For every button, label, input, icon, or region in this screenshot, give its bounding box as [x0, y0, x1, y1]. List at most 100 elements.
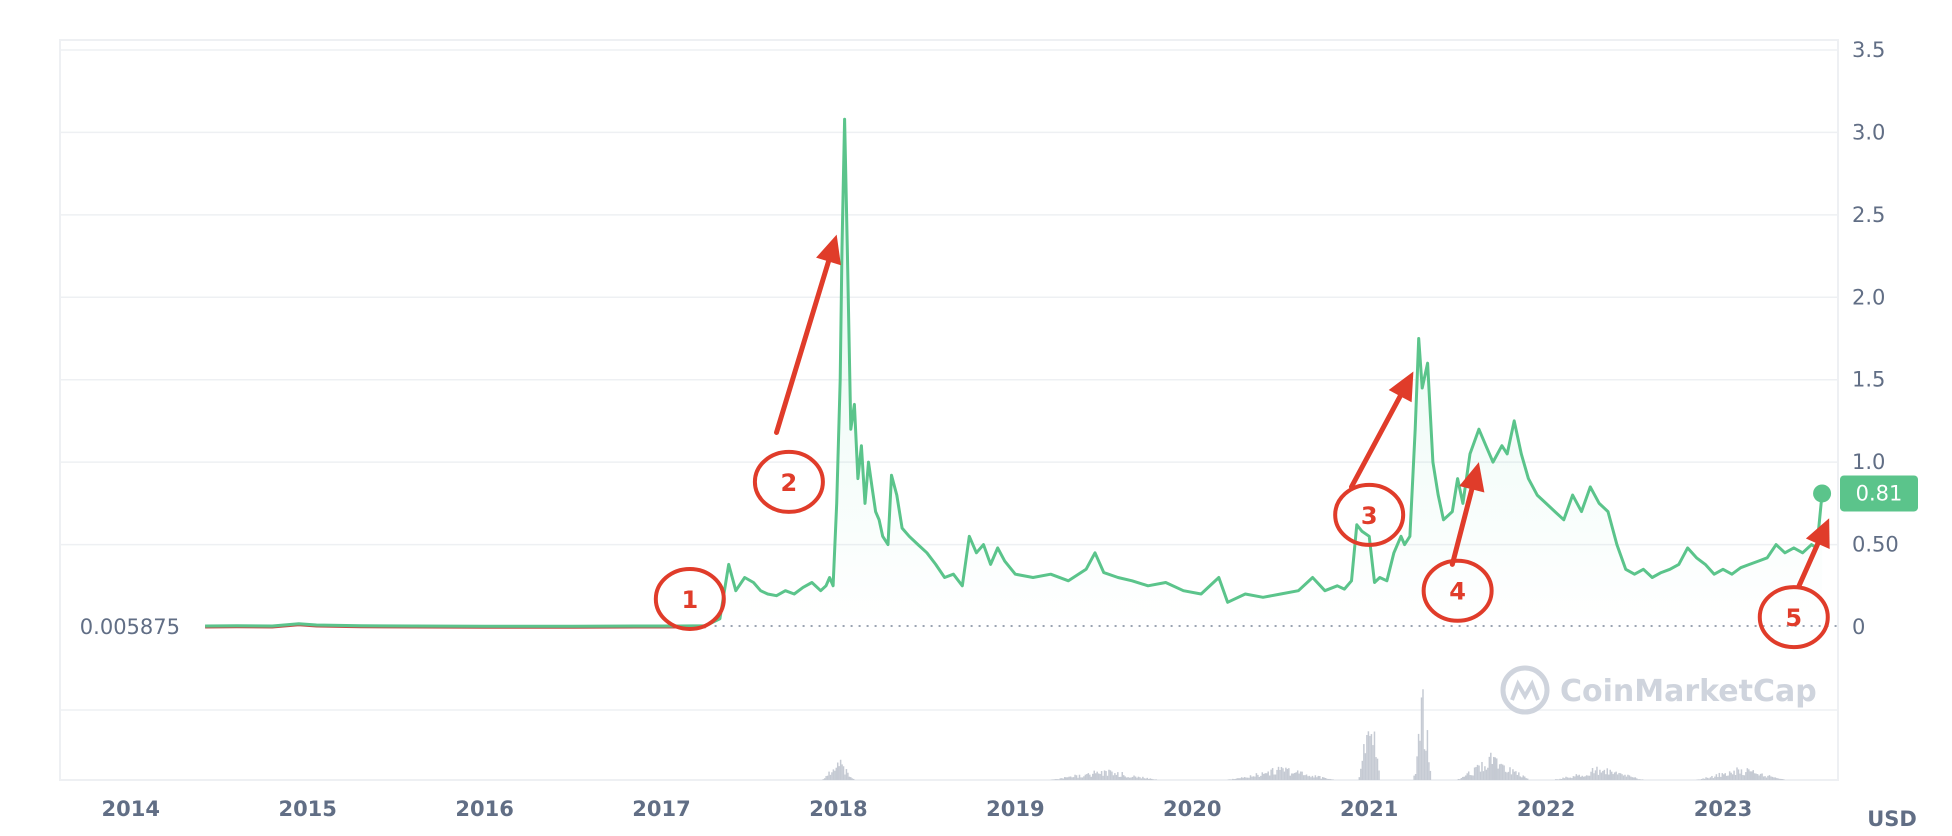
volume-bar	[1065, 777, 1067, 780]
volume-bar	[1419, 740, 1421, 780]
volume-bar	[1473, 767, 1476, 780]
y-axis-ticks: 0 0.50 1.0 1.5 2.0 2.5 3.0 3.5	[1852, 38, 1899, 639]
volume-bar	[1781, 779, 1784, 780]
annotation-label: 1	[681, 586, 698, 614]
volume-bar	[1239, 778, 1241, 780]
volume-bar	[1292, 773, 1295, 780]
volume-bar	[1568, 777, 1570, 780]
volume-bar	[1248, 777, 1250, 780]
volume-bar	[1378, 770, 1380, 780]
volume-bar	[1571, 778, 1573, 780]
volume-bar	[1370, 734, 1373, 780]
grid-lines	[60, 49, 1838, 711]
volume-bar	[1143, 778, 1146, 780]
annotation-arrow	[774, 258, 832, 435]
volume-bar	[1420, 697, 1423, 780]
volume-bar	[1314, 775, 1317, 780]
volume-bar	[1125, 777, 1128, 780]
volume-bar	[1602, 770, 1604, 780]
volume-bar	[1229, 779, 1231, 780]
volume-bar	[1320, 778, 1323, 780]
volume-bar	[1369, 735, 1371, 780]
volume-bar	[841, 764, 843, 780]
volume-bar	[1299, 771, 1302, 780]
volume-bar	[1061, 778, 1063, 780]
volume-bar	[1236, 778, 1238, 780]
annotation-1: 1	[653, 566, 726, 631]
plot-frame	[59, 39, 1839, 781]
x-tick-label: 2018	[809, 797, 867, 821]
volume-bar	[1711, 775, 1713, 780]
volume-bar	[1500, 763, 1502, 780]
volume-bar	[1327, 778, 1330, 780]
volume-bar	[1092, 773, 1094, 780]
volume-bar	[1494, 757, 1496, 780]
x-tick-label: 2023	[1694, 797, 1752, 821]
volume-bar	[1063, 777, 1066, 780]
volume-bar	[1777, 778, 1780, 780]
volume-bar	[1634, 777, 1637, 780]
volume-bar	[1133, 775, 1135, 780]
volume-bar	[1714, 776, 1716, 780]
volume-bar	[1058, 779, 1060, 780]
volume-bar	[1560, 779, 1563, 780]
volume-bar	[1608, 774, 1610, 780]
volume-bar	[1730, 772, 1732, 780]
volume-bar	[825, 776, 827, 780]
volume-bar	[1075, 775, 1078, 780]
volume-bar	[1600, 772, 1603, 780]
volume-bar	[1321, 777, 1324, 780]
volume-bar	[1264, 773, 1266, 780]
annotation-2: 2	[752, 234, 841, 514]
volume-bar	[1706, 777, 1709, 780]
volume-bar	[1506, 772, 1508, 780]
volume-bar	[1280, 766, 1283, 780]
volume-bar	[1053, 779, 1056, 780]
price-area-fill	[719, 119, 1823, 627]
price-line	[205, 117, 1824, 628]
annotation-circle	[1333, 482, 1406, 547]
annotation-3: 3	[1333, 371, 1414, 547]
volume-bar	[1146, 777, 1149, 780]
annotation-4: 4	[1421, 462, 1494, 623]
volume-bar	[834, 770, 836, 780]
volume-bar	[1069, 776, 1072, 780]
volume-bar	[1521, 777, 1523, 780]
volume-bar	[1507, 771, 1510, 780]
volume-bar	[1510, 774, 1513, 780]
volume-bar	[1594, 770, 1597, 780]
volume-bar	[1055, 779, 1057, 780]
volume-bar	[1134, 776, 1137, 780]
volume-bar	[1258, 776, 1261, 780]
annotation-arrow	[1449, 486, 1475, 567]
volume-bar	[1736, 767, 1738, 780]
volume-bar	[1375, 757, 1377, 780]
volume-bar	[1703, 778, 1706, 780]
volume-bar	[1329, 778, 1331, 780]
volume-bar	[1485, 769, 1488, 780]
volume-bar	[1358, 777, 1361, 780]
volume-bar	[1429, 770, 1432, 780]
volume-bar	[835, 767, 838, 780]
volume-bar	[1627, 774, 1629, 780]
volume-bar	[844, 774, 846, 780]
volume-bar	[1613, 772, 1616, 780]
volume-bar	[1572, 776, 1575, 780]
volume-bar	[838, 766, 840, 780]
volume-bar	[1313, 777, 1315, 780]
volume-bar	[1459, 779, 1461, 780]
volume-bar	[1771, 776, 1774, 780]
volume-bar	[1718, 772, 1721, 780]
volume-bar	[1770, 776, 1772, 780]
volume-bar	[1733, 770, 1735, 780]
volume-bar	[1093, 770, 1095, 780]
volume-bar	[1232, 778, 1234, 780]
volume-bar	[1705, 777, 1707, 780]
volume-bar	[1759, 773, 1762, 780]
volume-bar	[1717, 777, 1719, 780]
volume-bar	[1481, 761, 1483, 780]
volume-bar	[1255, 773, 1258, 780]
volume-bar	[1428, 762, 1430, 780]
volume-bar	[1087, 773, 1090, 780]
